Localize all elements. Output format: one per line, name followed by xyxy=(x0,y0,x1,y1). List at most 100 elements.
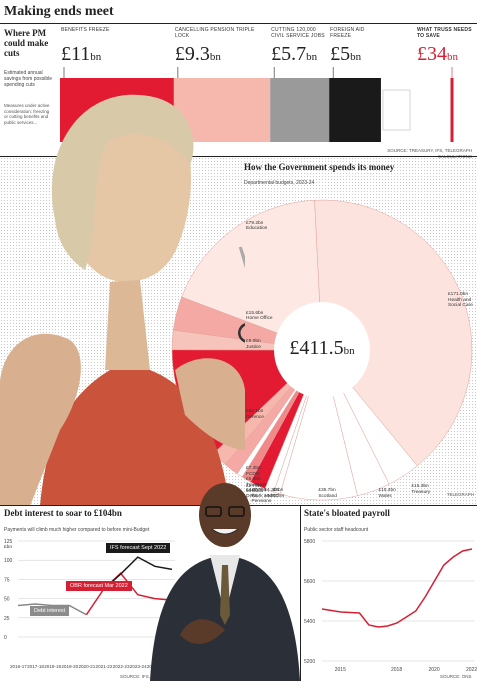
savings-amount-1: £9.3bn xyxy=(175,44,221,67)
pie-label-12: £9.0bn Justice xyxy=(246,339,276,350)
debt-ytick-2: 50 xyxy=(4,597,10,603)
pie-total: £411.5bn xyxy=(266,338,378,361)
page-title: Making ends meet xyxy=(4,4,114,19)
pie-label-value-13: £15.6bn xyxy=(246,310,264,316)
pie-label-value-11: £52.1bn xyxy=(246,409,264,415)
payroll-xtick-0: 2015 xyxy=(335,667,346,673)
pie-label-name-13: Home Office xyxy=(246,316,273,322)
debt-xtick-3: 2019-20 xyxy=(61,664,78,669)
pie-label-value-12: £9.0bn xyxy=(246,339,261,345)
woman-dress xyxy=(40,370,230,506)
pie-label-name-11: Defence xyxy=(246,414,264,420)
pie-label-13: £15.6bn Home Office xyxy=(246,311,276,322)
debt-chart: 0 25 50 75 100 125 2016-17 2017-18 2018-19 2019-… xyxy=(4,539,181,669)
savings-target-amount: £34bn xyxy=(417,44,458,67)
man-photo xyxy=(150,483,300,681)
pie-label-name-10: FCDO xyxy=(246,471,260,477)
pie-label-value-8: £2.7bn xyxy=(246,483,261,489)
savings-bar-3 xyxy=(329,78,381,142)
payroll-subtitle: Public sector staff headcount xyxy=(304,527,369,533)
pie-label-name-5: HMRC xyxy=(264,493,279,499)
debt-ytick-0: 0 xyxy=(4,635,7,641)
pie-label-value-4: £3bn xyxy=(272,488,284,493)
pie-total-unit: bn xyxy=(343,345,355,357)
pie-label-4: £3bn Other xyxy=(273,488,303,499)
panel-divider xyxy=(300,505,301,681)
debt-title: Debt interest to soar to £104bn xyxy=(4,508,122,518)
savings-target-value: £34 xyxy=(417,43,447,65)
savings-gap-box xyxy=(382,89,411,131)
debt-xtick-2: 2018-19 xyxy=(44,664,61,669)
savings-amount-unit-2: bn xyxy=(306,51,318,63)
savings-caption-1: CANCELLING PENSION TRIPLE LOCK xyxy=(174,27,255,39)
pie-label-value-14: £79.2bn xyxy=(246,220,264,226)
payroll-chart: 5200 5400 5600 5800 2015 2018 2020 2022 xyxy=(304,539,477,673)
payroll-ytick-1: 5400 xyxy=(304,619,315,625)
debt-series-0 xyxy=(17,603,87,616)
man-glasses-left xyxy=(205,506,222,517)
pie-label-value-6: £7.3bn xyxy=(251,488,267,493)
debt-ytick-3: 75 xyxy=(4,577,10,583)
savings-caption-3: FOREIGN AID FREEZE xyxy=(330,27,365,39)
savings-amount-value-2: £5.7 xyxy=(271,43,307,65)
woman-left-hand xyxy=(0,333,81,506)
savings-amount-value-3: £5 xyxy=(330,43,351,65)
pie-label-value-1: £15.3bn xyxy=(411,484,429,490)
pie-label-name-6: Work and Pensions xyxy=(251,493,272,505)
savings-amount-unit-1: bn xyxy=(209,51,221,63)
pie-label-value-9: £6.9bn xyxy=(246,477,261,483)
savings-side-note: Measures under active consideration: fre… xyxy=(4,103,50,125)
debt-ytick-5: 125 xyxy=(4,539,13,545)
pie-label-name-9: Transport xyxy=(246,482,267,488)
woman-hair xyxy=(51,94,194,270)
debt-xtick-5: 2021-22 xyxy=(96,664,113,669)
payroll-source: SOURCE: ONS xyxy=(440,674,472,679)
man-tie xyxy=(220,565,230,625)
obr-annotation: OBR forecast Mar 2022 xyxy=(66,581,132,591)
scissors-icon xyxy=(238,246,245,344)
debt-interest-annotation: Debt interest xyxy=(30,606,70,616)
debt-xtick-4: 2020-21 xyxy=(78,664,95,669)
pie-label-value-10: £7.3bn xyxy=(246,466,261,472)
savings-bar-2 xyxy=(270,78,330,142)
pie-label-name-0: Health and Social Care xyxy=(448,297,473,309)
pie-label-name-14: Education xyxy=(246,226,268,232)
savings-amount-2: £5.7bn xyxy=(271,44,317,67)
debt-xtick-1: 2017-18 xyxy=(27,664,44,669)
pie-label-6: £7.3bn Work and Pensions xyxy=(252,488,282,505)
pie-label-1: £15.3bn Treasury xyxy=(411,484,441,495)
pie-subtitle: Departmental budgets, 2023-24 xyxy=(244,180,315,186)
pie-label-9: £6.9bn Transport xyxy=(246,477,276,488)
savings-amount-unit-3: bn xyxy=(350,51,362,63)
savings-side-subtitle: Estimated annual savings from possible s… xyxy=(4,70,53,88)
debt-ytick-1: 25 xyxy=(4,616,10,622)
pie-label-8: £2.7bn MHCLG xyxy=(246,484,276,495)
pie-label-value-2: £15.4bn xyxy=(378,488,396,493)
pie-label-name-7: Defra xyxy=(246,493,258,499)
woman-photo xyxy=(0,94,245,506)
pie-label-name-2: Wales xyxy=(378,493,392,499)
man-face xyxy=(199,483,251,547)
debt-xtick-7: 2023-24 xyxy=(130,664,147,669)
savings-amount-3: £5bn xyxy=(330,44,361,67)
payroll-xtick-3: 2022 xyxy=(466,667,477,673)
pie-slice-0 xyxy=(314,199,473,467)
savings-amount-unit-0: bn xyxy=(90,51,102,63)
pie-label-name-1: Treasury xyxy=(411,489,431,495)
payroll-series-0 xyxy=(321,548,473,628)
pie-title: How the Government spends its money xyxy=(244,162,395,172)
pie-label-5: £4.3bn HMRC xyxy=(264,488,294,499)
pie-label-value-0: £171.0bn xyxy=(448,292,469,298)
woman-right-hand xyxy=(175,358,245,450)
man-glasses-right xyxy=(228,506,245,517)
savings-rule xyxy=(0,156,477,157)
pie-label-3: £35.7bn Scotland xyxy=(318,488,348,499)
savings-caption-2: CUTTING 120,000 CIVIL SERVICE JOBS xyxy=(271,27,325,39)
pie-label-name-3: Scotland xyxy=(318,493,337,499)
savings-amount-value-1: £9.3 xyxy=(174,43,210,65)
pie-total-value: £411.5 xyxy=(289,337,344,359)
savings-amount-0: £11bn xyxy=(61,44,101,67)
title-rule xyxy=(0,23,477,24)
savings-caption-0: BENEFITS FREEZE xyxy=(61,27,110,33)
pie-label-14: £79.2bn Education xyxy=(246,221,276,232)
